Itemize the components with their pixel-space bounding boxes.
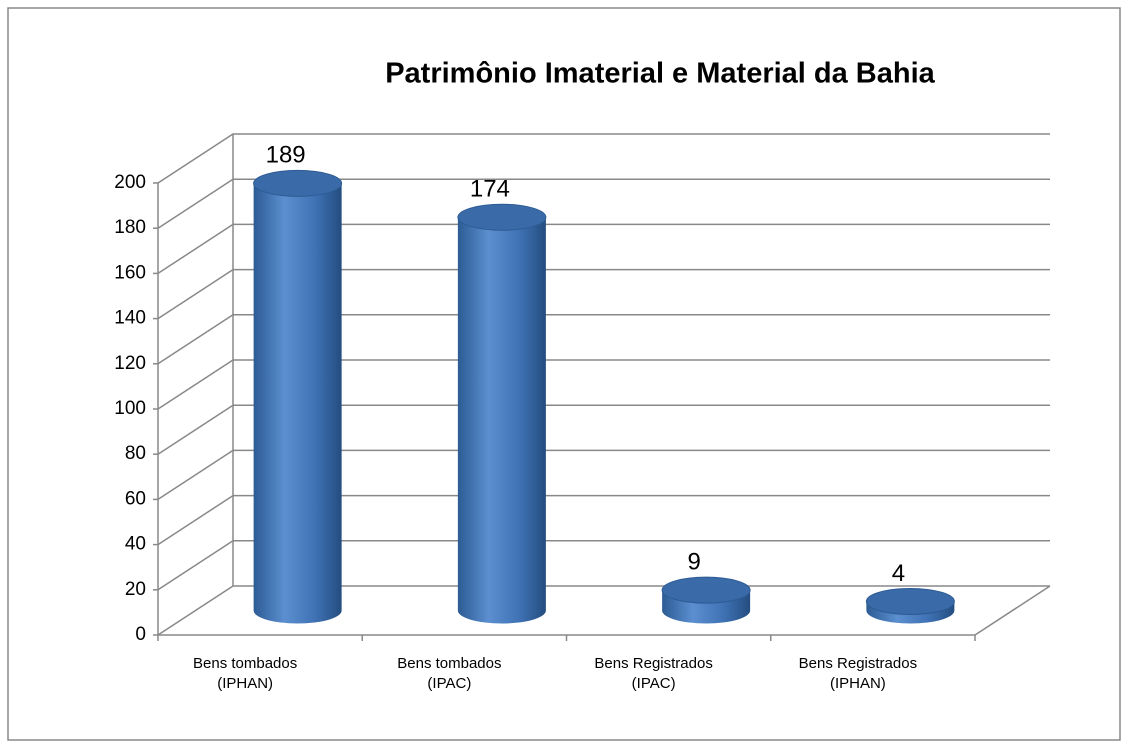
bar-top <box>457 203 547 231</box>
bar-top <box>865 587 955 615</box>
value-label: 174 <box>470 176 510 203</box>
x-tick-label: Bens Registrados (IPHAN) <box>798 655 918 692</box>
y-tick-label: 160 <box>114 262 146 283</box>
x-tick-label: Bens tombados (IPAC) <box>397 655 502 692</box>
bar <box>253 183 342 624</box>
y-tick-label: 180 <box>114 217 146 238</box>
bar <box>662 590 751 624</box>
grid-line <box>157 585 1050 636</box>
bar-top <box>661 576 751 604</box>
y-tick-label: 100 <box>114 398 146 419</box>
y-tick-label: 80 <box>125 443 146 464</box>
y-tick-label: 40 <box>125 534 146 555</box>
grid-line <box>157 359 1050 410</box>
y-tick-label: 140 <box>114 308 146 329</box>
grid-line <box>157 268 1050 320</box>
x-tick-label: Bens tombados (IPHAN) <box>193 655 298 692</box>
grid-line <box>157 223 1050 275</box>
y-tick-label: 60 <box>125 488 146 509</box>
value-label: 4 <box>892 560 905 587</box>
grid-line <box>157 178 1050 229</box>
chart-border <box>7 7 1121 741</box>
y-tick-label: 200 <box>114 172 146 193</box>
chart-title: Patrimônio Imaterial e Material da Bahia <box>385 58 935 90</box>
grid-line <box>157 494 1050 546</box>
grid-line <box>157 404 1050 455</box>
y-tick-label: 20 <box>125 579 146 600</box>
bar-top <box>253 169 343 197</box>
y-tick-label: 120 <box>114 353 146 374</box>
x-tick-label: Bens Registrados (IPAC) <box>594 655 713 692</box>
value-label: 9 <box>687 549 700 576</box>
bar <box>457 217 546 624</box>
grid-line <box>157 314 1050 365</box>
grid-line <box>157 133 1050 184</box>
value-label: 189 <box>266 142 306 169</box>
y-tick-label: 0 <box>135 624 146 645</box>
grid-line <box>157 449 1050 501</box>
bar <box>866 601 955 624</box>
grid-line <box>157 540 1050 591</box>
